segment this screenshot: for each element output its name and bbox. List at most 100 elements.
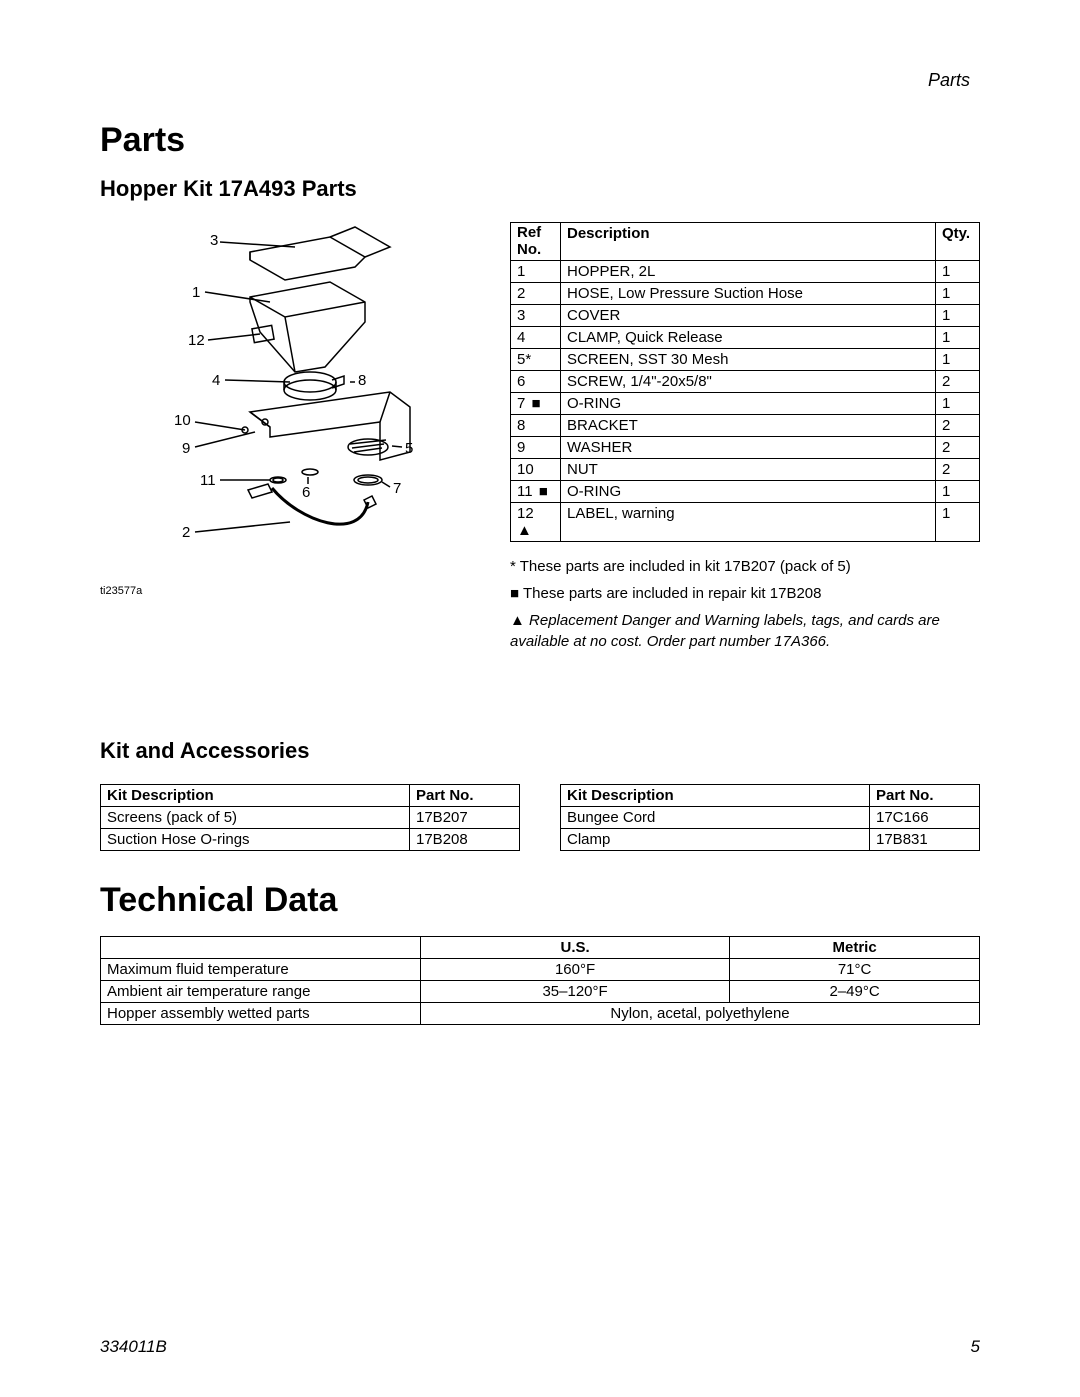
footnote-square: ■ These parts are included in repair kit… xyxy=(510,583,980,604)
parts-cell-desc: NUT xyxy=(561,459,936,481)
parts-th-qty: Qty. xyxy=(936,223,980,261)
parts-cell-desc: O-RING xyxy=(561,393,936,415)
parts-cell-qty: 2 xyxy=(936,437,980,459)
kit-right-th-desc: Kit Description xyxy=(561,785,870,807)
parts-row: 1HOPPER, 2L1 xyxy=(511,261,980,283)
callout-11: 11 xyxy=(200,472,216,489)
parts-cell-desc: SCREW, 1/4"-20x5/8" xyxy=(561,371,936,393)
tech-cell-desc: Hopper assembly wetted parts xyxy=(101,1003,421,1025)
tech-cell-metric: 71°C xyxy=(730,959,980,981)
parts-th-ref: RefNo. xyxy=(511,223,561,261)
parts-row: 6SCREW, 1/4"-20x5/8"2 xyxy=(511,371,980,393)
kit-section: Kit and Accessories Kit Description Part… xyxy=(100,738,980,851)
parts-cell-ref: 6 xyxy=(511,371,561,393)
parts-cell-qty: 1 xyxy=(936,349,980,371)
parts-cell-desc: LABEL, warning xyxy=(561,503,936,542)
parts-row: 4CLAMP, Quick Release1 xyxy=(511,327,980,349)
kit-cell-desc: Screens (pack of 5) xyxy=(101,807,410,829)
callout-3: 3 xyxy=(210,232,218,249)
kit-cell-desc: Bungee Cord xyxy=(561,807,870,829)
parts-cell-desc: WASHER xyxy=(561,437,936,459)
parts-cell-qty: 1 xyxy=(936,283,980,305)
parts-cell-qty: 1 xyxy=(936,393,980,415)
kit-table-right: Kit Description Part No. Bungee Cord17C1… xyxy=(560,784,980,851)
heading-kit: Kit and Accessories xyxy=(100,738,980,764)
parts-row: 2HOSE, Low Pressure Suction Hose1 xyxy=(511,283,980,305)
parts-cell-desc: HOSE, Low Pressure Suction Hose xyxy=(561,283,936,305)
footer-docnum: 334011B xyxy=(100,1337,167,1357)
heading-hopper-kit: Hopper Kit 17A493 Parts xyxy=(100,176,980,202)
parts-cell-ref: 9 xyxy=(511,437,561,459)
tech-cell-us: 35–120°F xyxy=(421,981,730,1003)
kit-row: Suction Hose O-rings17B208 xyxy=(101,829,520,851)
tech-cell-us: 160°F xyxy=(421,959,730,981)
parts-cell-ref: 10 xyxy=(511,459,561,481)
heading-technical-data: Technical Data xyxy=(100,881,980,920)
parts-cell-ref: 4 xyxy=(511,327,561,349)
parts-row: 11 ■O-RING1 xyxy=(511,481,980,503)
kit-cell-part: 17C166 xyxy=(870,807,980,829)
tech-th-blank xyxy=(101,937,421,959)
heading-parts: Parts xyxy=(100,121,980,160)
footnote-star: * These parts are included in kit 17B207… xyxy=(510,556,980,577)
hopper-diagram-svg xyxy=(100,222,460,602)
parts-cell-ref: 1 xyxy=(511,261,561,283)
parts-cell-ref: 5* xyxy=(511,349,561,371)
kit-left-th-part: Part No. xyxy=(410,785,520,807)
header-section-label: Parts xyxy=(100,70,970,91)
diagram-column: 3 1 12 4 8 10 9 5 11 6 7 2 ti23577a xyxy=(100,222,480,602)
tech-th-us: U.S. xyxy=(421,937,730,959)
callout-6: 6 xyxy=(302,484,310,501)
parts-cell-qty: 1 xyxy=(936,327,980,349)
parts-cell-ref: 7 ■ xyxy=(511,393,561,415)
tech-row: Ambient air temperature range35–120°F2–4… xyxy=(101,981,980,1003)
kit-row: Bungee Cord17C166 xyxy=(561,807,980,829)
exploded-diagram: 3 1 12 4 8 10 9 5 11 6 7 2 ti23577a xyxy=(100,222,460,602)
tech-row: Maximum fluid temperature160°F71°C xyxy=(101,959,980,981)
parts-cell-ref: 8 xyxy=(511,415,561,437)
parts-cell-desc: COVER xyxy=(561,305,936,327)
parts-row: 9WASHER2 xyxy=(511,437,980,459)
kit-cell-part: 17B208 xyxy=(410,829,520,851)
kit-cell-desc: Clamp xyxy=(561,829,870,851)
parts-cell-qty: 1 xyxy=(936,503,980,542)
diagram-id: ti23577a xyxy=(100,585,142,597)
page: Parts Parts Hopper Kit 17A493 Parts xyxy=(0,0,1080,1397)
parts-row: 5*SCREEN, SST 30 Mesh1 xyxy=(511,349,980,371)
parts-row: 3COVER1 xyxy=(511,305,980,327)
parts-column: RefNo. Description Qty. 1HOPPER, 2L12HOS… xyxy=(510,222,980,658)
callout-5: 5 xyxy=(405,440,413,457)
kit-cell-part: 17B207 xyxy=(410,807,520,829)
tech-th-metric: Metric xyxy=(730,937,980,959)
tech-section: Technical Data U.S. Metric Maximum fluid… xyxy=(100,881,980,1025)
parts-cell-qty: 1 xyxy=(936,261,980,283)
tech-cell-desc: Maximum fluid temperature xyxy=(101,959,421,981)
parts-table: RefNo. Description Qty. 1HOPPER, 2L12HOS… xyxy=(510,222,980,542)
tech-cell-metric: 2–49°C xyxy=(730,981,980,1003)
kit-left-th-desc: Kit Description xyxy=(101,785,410,807)
footnote-triangle: ▲ Replacement Danger and Warning labels,… xyxy=(510,610,980,652)
parts-cell-ref: 11 ■ xyxy=(511,481,561,503)
footnotes: * These parts are included in kit 17B207… xyxy=(510,556,980,652)
parts-cell-qty: 1 xyxy=(936,481,980,503)
parts-cell-qty: 1 xyxy=(936,305,980,327)
kit-cell-part: 17B831 xyxy=(870,829,980,851)
kit-row: Clamp17B831 xyxy=(561,829,980,851)
parts-cell-ref: 3 xyxy=(511,305,561,327)
tech-row-wetted: Hopper assembly wetted partsNylon, aceta… xyxy=(101,1003,980,1025)
callout-8: 8 xyxy=(358,372,366,389)
parts-row: 8BRACKET2 xyxy=(511,415,980,437)
kit-right-th-part: Part No. xyxy=(870,785,980,807)
callout-12: 12 xyxy=(188,332,205,349)
parts-cell-qty: 2 xyxy=(936,415,980,437)
footer-pagenum: 5 xyxy=(971,1337,980,1357)
callout-7: 7 xyxy=(393,480,401,497)
callout-2: 2 xyxy=(182,524,190,541)
parts-cell-desc: SCREEN, SST 30 Mesh xyxy=(561,349,936,371)
parts-cell-ref: 2 xyxy=(511,283,561,305)
kit-table-left: Kit Description Part No. Screens (pack o… xyxy=(100,784,520,851)
kit-cell-desc: Suction Hose O-rings xyxy=(101,829,410,851)
parts-cell-ref: 12 ▲ xyxy=(511,503,561,542)
parts-row: 7 ■O-RING1 xyxy=(511,393,980,415)
parts-cell-desc: HOPPER, 2L xyxy=(561,261,936,283)
